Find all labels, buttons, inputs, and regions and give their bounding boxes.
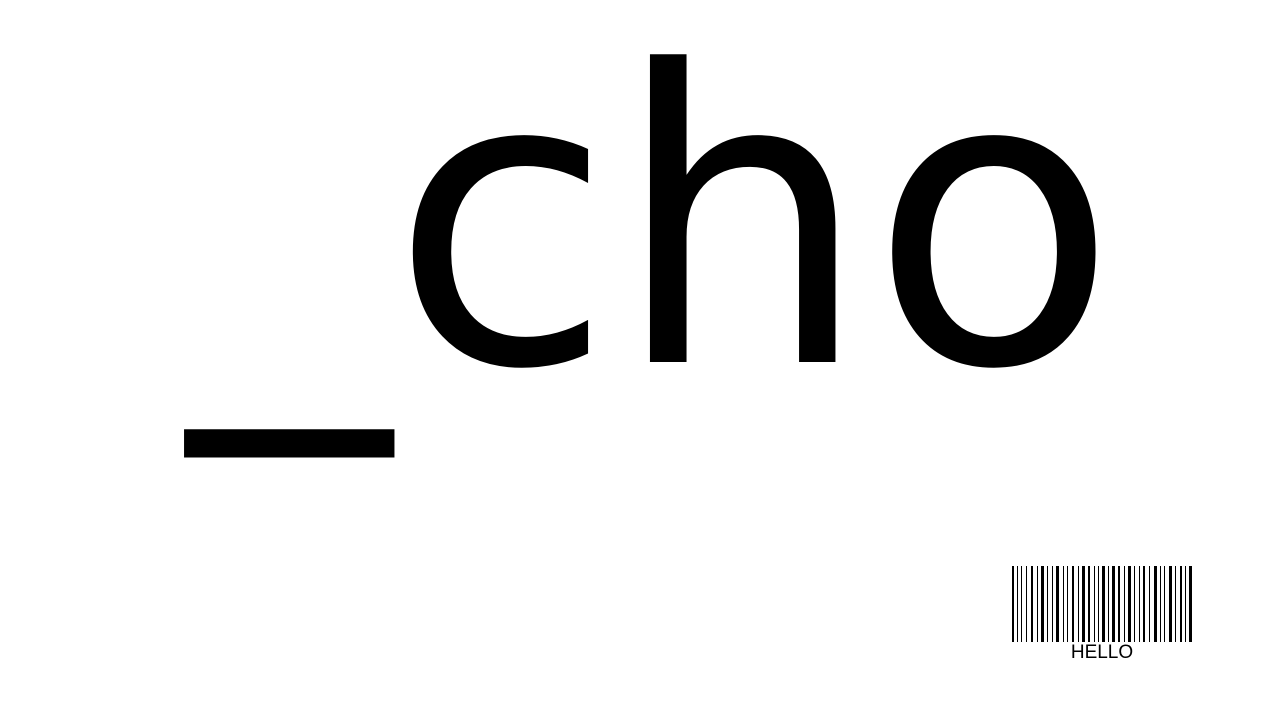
barcode-bar	[1078, 566, 1079, 642]
barcode-bar	[1056, 566, 1059, 642]
barcode-bar	[1041, 566, 1044, 642]
large-word: _cho	[188, 0, 1118, 458]
barcode-bar	[1118, 566, 1120, 642]
barcode-bar	[1047, 566, 1048, 642]
barcode-bar	[1094, 566, 1095, 642]
barcode-bar	[1012, 566, 1014, 642]
barcode-bar	[1139, 566, 1140, 642]
barcode-caption: HELLO	[1070, 642, 1134, 663]
barcode-bars	[1012, 566, 1192, 642]
barcode-bar	[1124, 566, 1125, 642]
barcode-bar	[1143, 566, 1145, 642]
barcode-bar	[1082, 566, 1085, 642]
barcode-bar	[1180, 566, 1182, 642]
barcode-bar	[1160, 566, 1161, 642]
barcode: HELLO	[1012, 566, 1192, 664]
barcode-bar	[1154, 566, 1157, 642]
barcode-bar	[1067, 566, 1068, 642]
barcode-bar	[1037, 566, 1038, 642]
barcode-bar	[1185, 566, 1186, 642]
barcode-bar	[1072, 566, 1074, 642]
barcode-bar	[1063, 566, 1064, 642]
barcode-bar	[1128, 566, 1131, 642]
barcode-bar	[1026, 566, 1027, 642]
barcode-bar	[1149, 566, 1150, 642]
barcode-bar	[1098, 566, 1099, 642]
barcode-bar	[1052, 566, 1053, 642]
barcode-bar	[1021, 566, 1022, 642]
barcode-bar	[1017, 566, 1018, 642]
barcode-bar	[1031, 566, 1033, 642]
barcode-bar	[1088, 566, 1090, 642]
barcode-bar	[1189, 566, 1192, 642]
barcode-bar	[1102, 566, 1105, 642]
barcode-bar	[1134, 566, 1135, 642]
barcode-bar	[1112, 566, 1115, 642]
barcode-bar	[1108, 566, 1109, 642]
barcode-bar	[1169, 566, 1172, 642]
barcode-bar	[1175, 566, 1176, 642]
barcode-bar	[1164, 566, 1165, 642]
